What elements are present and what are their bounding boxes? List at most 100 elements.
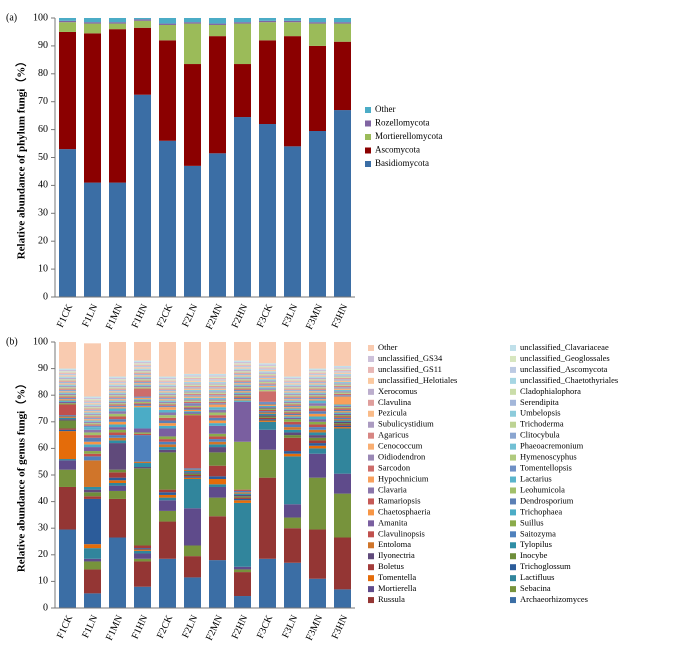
bar-segment [159,412,176,416]
bar-segment [259,18,276,21]
bar-segment [84,182,101,297]
bar-segment [59,372,76,374]
bar-segment [109,408,126,412]
bar-segment [234,385,251,388]
x-tick-label: F1CK [55,302,76,330]
bar-segment [84,408,101,410]
bar-segment [309,384,326,386]
bar-segment [284,415,301,417]
bar-segment [184,472,201,474]
bar-segment [209,392,226,394]
bar-segment [159,391,176,393]
legend-swatch [365,107,371,113]
bar-segment [334,411,351,413]
bar-segment [334,417,351,420]
bar-segment [59,31,76,150]
bar-segment [84,417,101,420]
bar-segment [109,435,126,438]
bar-segment [309,130,326,297]
legend-swatch [510,531,516,538]
bar-segment [159,387,176,389]
bar-segment [234,494,251,497]
legend-swatch [365,134,371,140]
bar-segment [284,437,301,452]
bar-segment [209,388,226,390]
bar-segment [259,558,276,608]
bar-segment [259,372,276,374]
bar-segment [284,409,301,412]
bar-segment [109,18,126,23]
bar-segment [184,476,201,478]
bar-segment [209,476,226,479]
legend-label: Clavulinopsis [378,528,425,538]
legend-swatch [510,432,516,439]
bar-segment [284,404,301,406]
legend-label: Tomentellopsis [520,463,572,473]
bar-segment [109,385,126,388]
bar-segment [59,419,76,421]
legend-swatch [510,355,516,362]
legend-label: Subulicystidium [378,419,434,429]
bar-segment [259,124,276,298]
bar-segment [234,391,251,393]
bar-segment [234,22,251,24]
bar-segment [59,387,76,389]
legend-label: Archaeorhizomyces [520,594,588,604]
bar-segment [334,369,351,372]
bar-segment [59,428,76,430]
bar-segment [234,566,251,570]
bar-segment [309,435,326,438]
y-tick-label: 20 [38,549,48,560]
bar-segment [309,403,326,406]
bar-segment [184,468,201,470]
bar-segment [209,381,226,384]
legend-swatch [510,388,516,395]
y-tick-label: 80 [38,389,48,400]
bar-segment [334,41,351,111]
bar-segment [184,545,201,557]
bar-segment [309,397,326,400]
legend-swatch [368,553,374,560]
bar-segment [109,437,126,441]
bar-segment [184,577,201,608]
bar-segment [84,343,101,397]
legend-swatch [510,509,516,516]
bar-segment [259,385,276,388]
bar-segment [234,360,251,362]
bar-segment [234,18,251,23]
legend-swatch [510,553,516,560]
bar-segment [209,23,226,25]
legend-swatch [368,476,374,483]
bar-segment [234,364,251,366]
bar-segment [334,388,351,390]
bar-segment [334,342,351,366]
bar-segment [84,403,101,405]
bar-segment [109,477,126,481]
y-tick-label: 70 [38,96,48,107]
x-tick-label: F1CK [55,613,76,641]
bar-segment [109,22,126,24]
bar-segment [134,365,151,368]
bar-segment [259,379,276,381]
bar-segment [284,400,301,402]
bar-segment [259,387,276,389]
bar-segment [159,558,176,608]
bar-segment [309,391,326,393]
legend-label: unclassified_Ascomycota [520,364,608,374]
bar-segment [159,376,176,378]
bar-segment [84,18,101,23]
bar-segment [259,404,276,406]
x-tick-label: F1LN [80,303,100,329]
bar-segment [134,342,151,361]
y-tick-label: 0 [43,602,48,613]
bar-segment [59,486,76,530]
bar-segment [134,368,151,370]
bar-segment [334,110,351,297]
legend-swatch [368,575,374,582]
legend-swatch [510,454,516,461]
bar-segment [109,472,126,478]
legend-swatch [510,586,516,593]
bar-segment [309,45,326,131]
legend-swatch [510,377,516,384]
bar-segment [134,20,151,28]
